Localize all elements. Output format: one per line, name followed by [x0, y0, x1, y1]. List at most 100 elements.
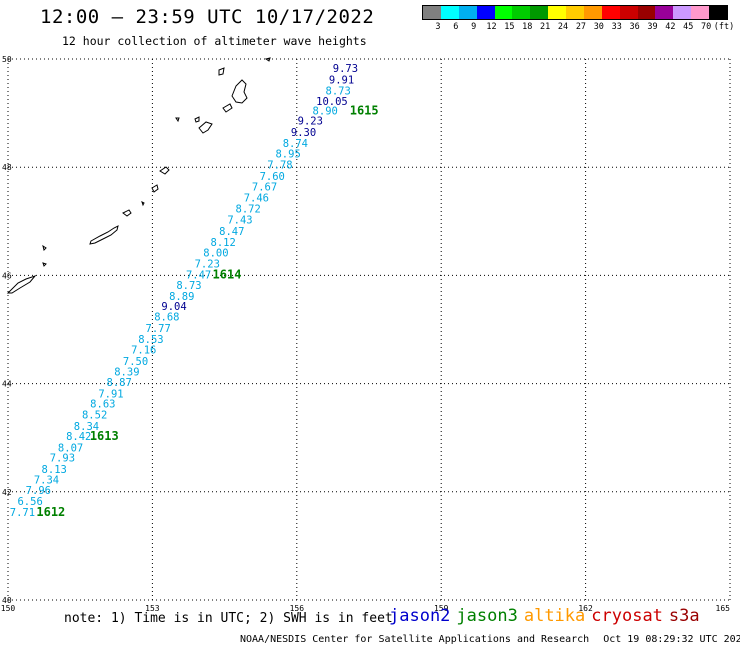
latitude-tick-label: 46 [2, 271, 12, 280]
satellite-name: cryosat [591, 606, 663, 626]
legend-swatch [530, 6, 549, 19]
page-subtitle: 12 hour collection of altimeter wave hei… [62, 34, 367, 48]
legend-swatch [637, 6, 656, 19]
island-outline [222, 103, 233, 113]
axis-tick-labels: 150 153 156 159 162 165 40 42 44 46 48 50 [1, 55, 730, 613]
page-title: 12:00 – 23:59 UTC 10/17/2022 [40, 6, 375, 28]
wave-height-label: 8.74 [283, 138, 308, 150]
footer-note: note: 1) Time is in UTC; 2) SWH is in fe… [64, 611, 393, 626]
wave-height-label: 7.71 [10, 507, 35, 519]
wave-height-label: 7.93 [50, 453, 75, 465]
wave-height-label: 8.89 [169, 291, 194, 303]
island-outline [42, 262, 47, 267]
wave-height-label: 8.68 [154, 312, 179, 324]
longitude-tick-label: 165 [716, 604, 731, 613]
wave-height-label: 7.23 [195, 258, 220, 270]
satellite-legend: jason2 jason3 altika cryosat s3a [389, 606, 706, 626]
legend-swatch [494, 6, 513, 19]
wave-height-label: 9.23 [298, 116, 323, 128]
pass-time-label: 1612 [36, 505, 65, 519]
legend-label: 18 [522, 22, 533, 32]
island-outline [151, 184, 159, 193]
wave-height-labels: 9.739.918.7310.058.909.239.308.748.957.7… [10, 63, 358, 519]
generated-timestamp: Oct 19 08:29:32 UTC 2022 [603, 634, 740, 645]
wave-height-label: 7.47 [186, 269, 211, 281]
wave-height-label: 7.96 [26, 485, 51, 497]
wave-height-label: 6.56 [17, 496, 42, 508]
wave-height-label: 7.46 [244, 192, 269, 204]
legend-labels: 3 6 9 12 15 18 21 24 27 30 33 36 39 42 45 70 (ft) [422, 22, 740, 34]
island-outline [159, 166, 170, 175]
island-outline [194, 116, 200, 123]
lat-lon-grid [7, 58, 731, 601]
wave-height-label: 8.47 [219, 226, 244, 238]
wave-height-label: 8.73 [176, 280, 201, 292]
pass-time-label: 1614 [213, 267, 242, 281]
latitude-tick-label: 40 [2, 596, 12, 605]
wave-height-label: 8.95 [275, 149, 300, 161]
island-outline [231, 79, 248, 104]
legend-swatch [619, 6, 638, 19]
wave-height-label: 7.77 [146, 323, 171, 335]
wave-height-label: 7.34 [34, 474, 59, 486]
legend-swatch [440, 6, 459, 19]
wave-height-label: 8.00 [203, 248, 228, 260]
legend-label: 15 [504, 22, 515, 32]
island-outline [122, 209, 132, 217]
wave-height-label: 9.91 [329, 75, 354, 87]
legend-label: 45 [683, 22, 694, 32]
island-outline [175, 117, 180, 123]
legend-label: 30 [593, 22, 604, 32]
wave-height-label: 7.50 [123, 356, 148, 368]
wave-height-label: 7.60 [260, 171, 285, 183]
legend-label: 9 [471, 22, 477, 32]
credit-line: NOAA/NESDIS Center for Satellite Applica… [240, 634, 740, 645]
legend-swatch [655, 6, 674, 19]
wave-height-label: 8.90 [313, 105, 338, 117]
legend-label: (ft) [713, 22, 735, 32]
satellite-name: altika [523, 606, 586, 626]
island-outline [6, 274, 37, 294]
wave-height-label: 10.05 [316, 96, 348, 108]
wave-height-label: 7.91 [98, 388, 123, 400]
wave-height-label: 8.72 [236, 203, 261, 215]
legend-color-bar [422, 5, 728, 20]
legend-label: 33 [611, 22, 622, 32]
wave-height-label: 7.43 [227, 215, 252, 227]
island-outline [198, 121, 213, 134]
latitude-tick-label: 50 [2, 55, 12, 64]
legend-swatch [583, 6, 602, 19]
pass-time-labels: 1615 1614 1613 1612 [36, 103, 378, 518]
wave-height-label: 8.12 [211, 237, 236, 249]
longitude-tick-label: 153 [145, 604, 160, 613]
satellite-name: jason2 [389, 606, 451, 626]
color-legend: 3 6 9 12 15 18 21 24 27 30 33 36 39 42 45 70 (ft) [422, 5, 740, 34]
longitude-tick-label: 156 [290, 604, 305, 613]
island-outline [89, 225, 119, 245]
legend-swatch [512, 6, 531, 19]
island-outline [218, 67, 225, 76]
pass-time-label: 1613 [90, 429, 119, 443]
wave-height-label: 7.16 [131, 345, 156, 357]
legend-label: 3 [435, 22, 441, 32]
wave-height-label: 9.30 [291, 127, 316, 139]
longitude-tick-label: 150 [1, 604, 16, 613]
legend-swatch [673, 6, 692, 19]
wave-height-label: 8.53 [138, 334, 163, 346]
island-outline [42, 244, 47, 251]
wave-height-label: 9.04 [161, 301, 186, 313]
legend-label: 24 [557, 22, 569, 32]
legend-swatch [566, 6, 584, 19]
island-outline [264, 57, 271, 62]
longitude-tick-label: 162 [578, 604, 593, 613]
legend-label: 36 [629, 22, 640, 32]
wave-height-label: 8.34 [74, 421, 99, 433]
wave-height-label: 7.67 [252, 182, 277, 194]
legend-swatch [548, 6, 566, 19]
island-outline [141, 201, 145, 207]
legend-label: 42 [665, 22, 676, 32]
legend-swatch [709, 6, 727, 19]
wave-height-label: 7.78 [267, 159, 292, 171]
satellite-name: jason3 [456, 606, 518, 626]
